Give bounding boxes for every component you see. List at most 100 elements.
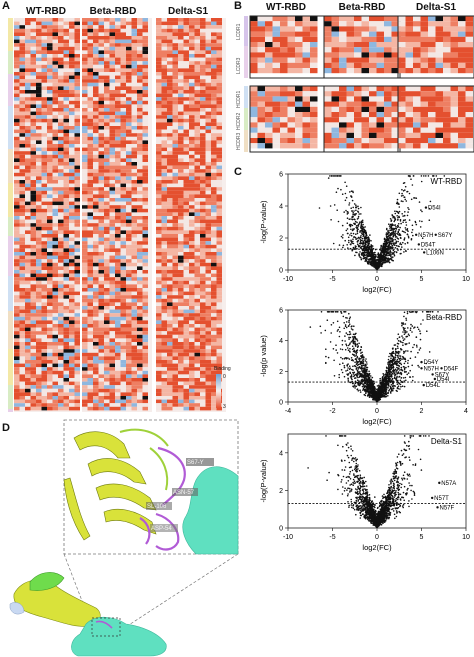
heatmap-cell xyxy=(465,132,473,138)
heatmap-cell xyxy=(257,138,265,144)
heatmap-cell xyxy=(428,47,436,53)
heatmap-cell xyxy=(211,248,217,252)
heatmap-cell xyxy=(172,262,178,267)
heatmap-cell xyxy=(161,172,167,177)
heatmap-cell xyxy=(109,122,115,126)
heatmap-cell xyxy=(52,327,58,332)
heatmap-cell xyxy=(142,374,148,378)
heatmap-cell xyxy=(216,198,222,202)
heatmap-cell xyxy=(30,111,36,116)
heatmap-cell xyxy=(384,26,392,32)
heatmap-cell xyxy=(287,86,295,92)
heatmap-cell xyxy=(161,324,167,328)
heatmap-cell xyxy=(354,62,362,68)
heatmap-cell xyxy=(30,90,36,94)
heatmap-cell xyxy=(178,205,184,209)
heatmap-cell xyxy=(310,143,318,149)
heatmap-cell xyxy=(161,234,167,238)
heatmap-cell xyxy=(74,97,80,101)
heatmap-cell xyxy=(41,367,47,371)
heatmap-cell xyxy=(120,316,126,321)
heatmap-cell xyxy=(272,68,280,74)
heatmap-cell xyxy=(137,219,143,224)
heatmap-cell xyxy=(47,97,53,101)
heatmap-cell xyxy=(36,309,42,314)
heatmap-cell xyxy=(14,356,20,360)
heatmap-cell xyxy=(131,64,137,69)
heatmap-cell xyxy=(109,374,115,378)
heatmap-cell xyxy=(405,36,413,42)
heatmap-cell xyxy=(172,144,178,148)
heatmap-cell xyxy=(63,327,69,332)
heatmap-cell xyxy=(93,111,99,116)
heatmap-cell xyxy=(142,248,148,252)
heatmap-cell xyxy=(189,32,195,36)
heatmap-cell xyxy=(25,403,31,407)
heatmap-cell xyxy=(172,68,178,72)
heatmap-cell xyxy=(200,194,206,198)
heatmap-cell xyxy=(19,302,25,306)
heatmap-cell xyxy=(104,259,110,263)
heatmap-cell xyxy=(272,91,280,97)
heatmap-cell xyxy=(131,356,137,360)
heatmap-cell xyxy=(443,117,451,123)
heatmap-cell xyxy=(183,378,189,382)
heatmap-cell xyxy=(47,338,53,342)
heatmap-cell xyxy=(216,226,222,231)
heatmap-cell xyxy=(30,54,36,58)
heatmap-cell xyxy=(172,79,178,83)
heatmap-cell xyxy=(142,230,148,234)
heatmap-cell xyxy=(52,162,58,166)
heatmap-cell xyxy=(47,331,53,335)
heatmap-cell xyxy=(19,28,25,33)
heatmap-cell xyxy=(36,356,42,360)
heatmap-cell xyxy=(63,385,69,389)
heatmap-cell xyxy=(36,352,42,357)
heatmap-cell xyxy=(87,403,93,407)
heatmap-cell xyxy=(41,280,47,285)
heatmap-cell xyxy=(120,126,126,130)
heatmap-cell xyxy=(189,399,195,404)
heatmap-cell xyxy=(194,324,200,328)
heatmap-cell xyxy=(74,46,80,51)
heatmap-cell xyxy=(178,277,184,281)
heatmap-cell xyxy=(339,132,347,138)
heatmap-cell xyxy=(178,72,184,76)
heatmap-cell xyxy=(30,316,36,321)
heatmap-cell xyxy=(93,241,99,245)
heatmap-cell xyxy=(47,327,53,332)
heatmap-cell xyxy=(428,132,436,138)
heatmap-cell xyxy=(126,262,132,267)
heatmap-cell xyxy=(115,356,121,360)
heatmap-cell xyxy=(161,25,167,29)
heatmap-cell xyxy=(30,108,36,112)
panel-b-header-wt: WT-RBD xyxy=(266,2,306,13)
heatmap-cell xyxy=(142,169,148,173)
heatmap-cell xyxy=(19,331,25,335)
heatmap-cell xyxy=(205,342,211,346)
heatmap-cell xyxy=(189,298,195,303)
heatmap-cell xyxy=(137,180,143,184)
heatmap-cell xyxy=(324,16,332,22)
heatmap-cell xyxy=(211,342,217,346)
heatmap-cell xyxy=(172,374,178,378)
heatmap-cell xyxy=(172,61,178,65)
heatmap-cell xyxy=(25,90,31,94)
scatter-point xyxy=(354,220,357,223)
heatmap-cell xyxy=(183,370,189,375)
heatmap-cell xyxy=(120,28,126,33)
heatmap-cell xyxy=(178,54,184,58)
heatmap-cell xyxy=(324,138,332,144)
heatmap-cell xyxy=(82,126,88,130)
heatmap-cell xyxy=(74,176,80,180)
heatmap-cell xyxy=(93,57,99,62)
heatmap-cell xyxy=(172,291,178,296)
heatmap-cell xyxy=(142,320,148,324)
heatmap-cell xyxy=(142,363,148,368)
heatmap-cell xyxy=(126,403,132,407)
heatmap-cell xyxy=(104,32,110,36)
heatmap-cell xyxy=(324,117,332,123)
heatmap-cell xyxy=(104,248,110,252)
heatmap-cell xyxy=(211,399,217,404)
heatmap-cell xyxy=(98,57,104,62)
